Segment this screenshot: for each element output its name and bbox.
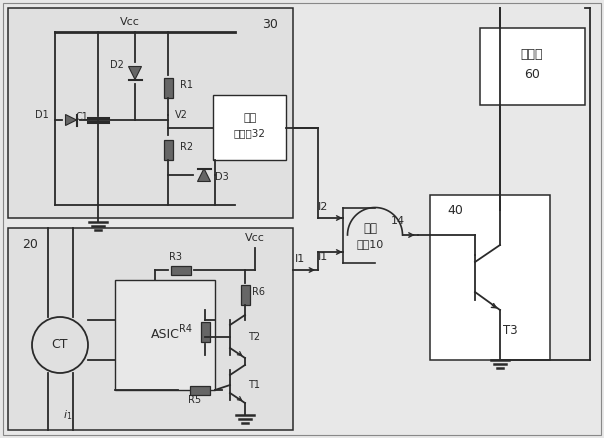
Text: 30: 30 xyxy=(262,18,278,32)
Text: T3: T3 xyxy=(503,324,517,336)
Polygon shape xyxy=(65,114,77,126)
Bar xyxy=(164,78,173,98)
Text: 20: 20 xyxy=(22,239,38,251)
Bar xyxy=(164,140,173,160)
Text: 60: 60 xyxy=(524,68,540,81)
Text: T2: T2 xyxy=(248,332,260,342)
Text: Vcc: Vcc xyxy=(120,17,140,27)
Text: ASIC: ASIC xyxy=(150,328,179,342)
Text: I1: I1 xyxy=(295,254,305,264)
Text: D3: D3 xyxy=(215,172,229,182)
Bar xyxy=(171,265,191,275)
Text: $i_{1}$: $i_{1}$ xyxy=(63,408,72,422)
Text: R1: R1 xyxy=(180,80,193,90)
Text: R5: R5 xyxy=(188,395,202,405)
Bar xyxy=(480,28,585,105)
Text: V2: V2 xyxy=(175,110,188,120)
Text: C1: C1 xyxy=(76,112,88,122)
Text: R2: R2 xyxy=(180,142,193,152)
Text: 检测器32: 检测器32 xyxy=(234,128,266,138)
Text: 14: 14 xyxy=(390,216,405,226)
Text: CT: CT xyxy=(52,339,68,352)
Text: 40: 40 xyxy=(447,204,463,216)
Text: 单元10: 单元10 xyxy=(356,239,384,249)
Text: D1: D1 xyxy=(35,110,49,120)
Text: 电压: 电压 xyxy=(243,113,257,123)
Bar xyxy=(115,280,215,390)
Text: 继电器: 继电器 xyxy=(521,49,543,61)
Bar xyxy=(240,285,249,305)
Text: R3: R3 xyxy=(169,252,181,262)
Bar xyxy=(430,195,550,360)
Bar xyxy=(8,228,293,430)
Bar xyxy=(213,95,286,160)
Text: 逻辑: 逻辑 xyxy=(363,223,377,236)
Text: T1: T1 xyxy=(248,380,260,390)
Bar xyxy=(201,322,210,342)
Text: R4: R4 xyxy=(179,324,192,334)
Text: D2: D2 xyxy=(110,60,124,70)
Text: R6: R6 xyxy=(252,287,265,297)
Polygon shape xyxy=(129,67,141,80)
Bar xyxy=(190,385,210,395)
Text: I1: I1 xyxy=(318,252,328,262)
Bar xyxy=(8,8,293,218)
Polygon shape xyxy=(198,169,211,181)
Text: I2: I2 xyxy=(318,202,329,212)
Text: Vcc: Vcc xyxy=(245,233,265,243)
